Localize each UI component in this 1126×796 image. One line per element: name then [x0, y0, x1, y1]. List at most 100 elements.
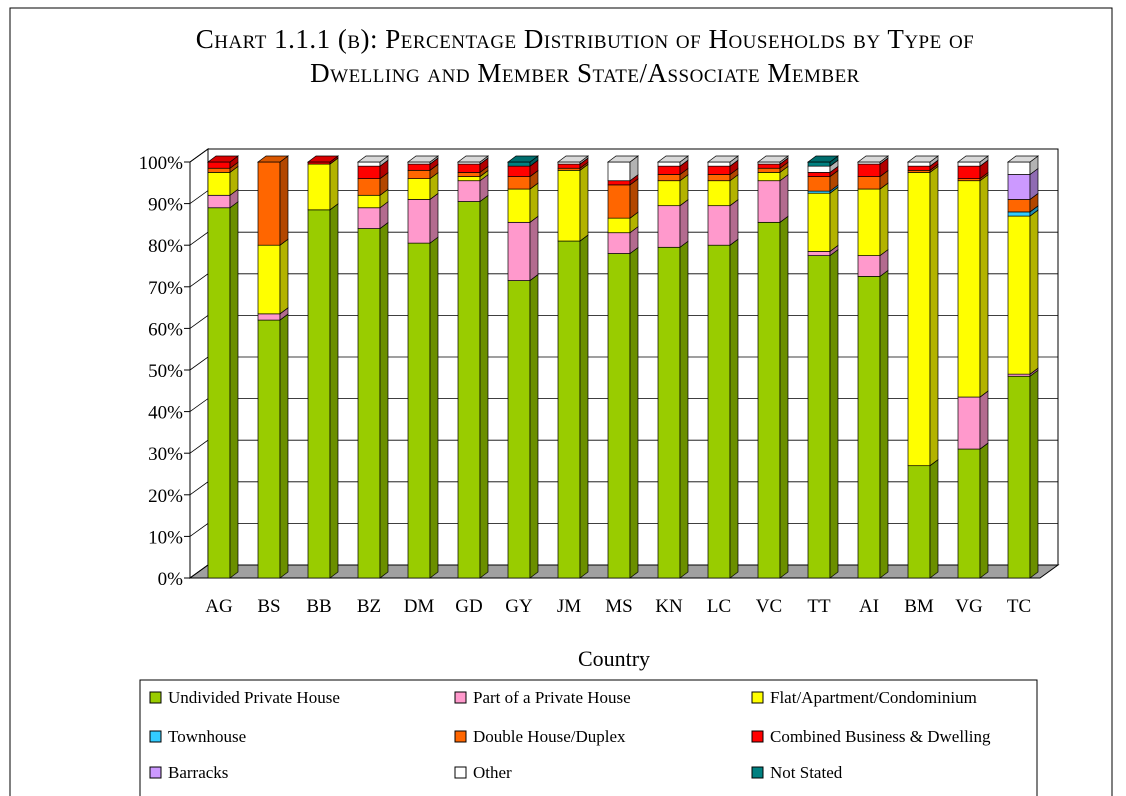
bar-segment	[757, 180, 781, 223]
bar-segment	[1007, 375, 1031, 579]
bar-segment	[457, 163, 481, 173]
y-tick-label: 50%	[148, 361, 183, 382]
bar-top	[1006, 155, 1040, 163]
bar-top	[606, 155, 640, 163]
bar-side	[279, 155, 289, 246]
bar-segment	[357, 165, 381, 179]
bar-segment	[357, 228, 381, 579]
legend-swatch	[454, 691, 467, 704]
bar-side	[979, 442, 989, 579]
bar-side	[1029, 209, 1039, 375]
bar-segment	[657, 180, 681, 207]
bar-segment	[857, 255, 881, 277]
bar-segment	[257, 161, 281, 246]
bar-segment	[807, 255, 831, 579]
x-tick-label: TC	[1007, 596, 1031, 617]
bar-segment	[507, 188, 531, 223]
bar-segment	[1007, 199, 1031, 213]
bar-segment	[657, 161, 681, 167]
x-tick-label: KN	[655, 596, 683, 617]
bar-top	[356, 155, 390, 163]
legend-swatch	[751, 766, 764, 779]
bar-side	[1029, 369, 1039, 579]
x-tick-label: GY	[505, 596, 533, 617]
bar-side	[679, 198, 689, 248]
bar-side	[979, 174, 989, 398]
legend-label: Undivided Private House	[168, 688, 340, 707]
bar-segment	[557, 163, 581, 169]
bar-segment	[457, 180, 481, 202]
bar-segment	[957, 180, 981, 398]
legend-label: Not Stated	[770, 763, 843, 782]
legend-swatch	[149, 766, 162, 779]
bar-side	[779, 174, 789, 224]
bar-segment	[557, 169, 581, 242]
legend-swatch	[751, 691, 764, 704]
bar-segment	[707, 161, 731, 167]
bar-segment	[207, 161, 231, 169]
legend-swatch	[454, 766, 467, 779]
bar-segment	[507, 221, 531, 281]
bar-segment	[1007, 174, 1031, 200]
bar-segment	[807, 251, 831, 256]
bar-side	[329, 203, 339, 579]
legend-swatch	[149, 691, 162, 704]
y-tick-label: 10%	[148, 527, 183, 548]
legend-swatch	[454, 730, 467, 743]
legend-label: Part of a Private House	[473, 688, 631, 707]
bar-segment	[607, 184, 631, 219]
y-tick-label: 70%	[148, 278, 183, 299]
bar-side	[629, 178, 639, 219]
bar-segment	[807, 161, 831, 167]
bar-segment	[307, 209, 331, 579]
bar-side	[279, 313, 289, 579]
bar-side	[579, 163, 589, 242]
bar-segment	[407, 199, 431, 244]
bar-segment	[957, 161, 981, 167]
bar-side	[479, 194, 489, 579]
legend-label: Barracks	[168, 763, 228, 782]
bar-segment	[657, 165, 681, 175]
bar-segment	[607, 253, 631, 579]
bar-segment	[1007, 215, 1031, 375]
bar-segment	[357, 207, 381, 229]
bar-top	[706, 155, 740, 163]
y-tick-label: 40%	[148, 403, 183, 424]
bar-top	[406, 155, 440, 163]
bar-top	[906, 155, 940, 163]
x-axis-label: Country	[578, 646, 650, 671]
bar-segment	[857, 163, 881, 177]
bar-segment	[857, 188, 881, 256]
bar-segment	[907, 161, 931, 167]
legend-label: Townhouse	[168, 727, 246, 746]
x-tick-label: LC	[707, 596, 731, 617]
bar-segment	[907, 165, 931, 171]
bar-segment	[257, 244, 281, 315]
bar-segment	[757, 172, 781, 182]
bar-segment	[207, 207, 231, 579]
legend-label: Combined Business & Dwelling	[770, 727, 991, 746]
bar-side	[729, 198, 739, 246]
chart-title: Chart 1.1.1 (b): Percentage Distribution…	[195, 24, 975, 88]
bar-segment	[957, 448, 981, 579]
bar-top	[756, 155, 790, 163]
x-tick-label: VG	[955, 596, 983, 617]
bar-segment	[557, 240, 581, 579]
bar-segment	[607, 180, 631, 186]
bar-segment	[907, 465, 931, 579]
y-tick-label: 0%	[158, 569, 184, 590]
bar-segment	[407, 178, 431, 200]
bar-segment	[357, 161, 381, 167]
bar-side	[529, 273, 539, 579]
bar-top	[856, 155, 890, 163]
bar-segment	[957, 165, 981, 179]
x-tick-label: JM	[557, 596, 581, 617]
bar-segment	[857, 176, 881, 190]
bar-side	[929, 165, 939, 467]
bar-side	[779, 215, 789, 579]
bar-segment	[507, 280, 531, 579]
bar-segment	[707, 180, 731, 207]
bar-segment	[757, 221, 781, 579]
